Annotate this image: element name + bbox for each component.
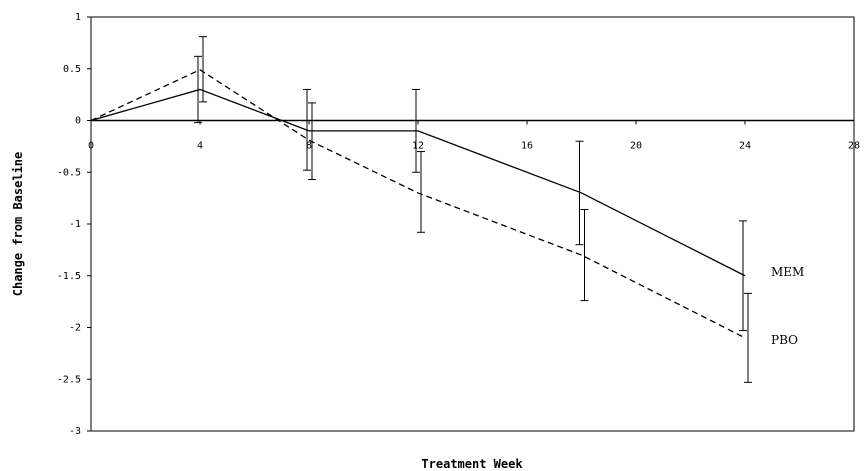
error-bar-pbo bbox=[199, 36, 207, 103]
y-tick-label: -0.5 bbox=[57, 167, 81, 178]
x-tick-label: 8 bbox=[306, 141, 312, 152]
y-tick-label: -1 bbox=[69, 219, 81, 230]
y-tick-label: 0.5 bbox=[63, 64, 81, 75]
x-tick-label: 12 bbox=[412, 141, 424, 152]
y-tick-label: 1 bbox=[75, 12, 81, 23]
error-bar-pbo bbox=[744, 292, 752, 383]
series-label-mem: MEM bbox=[771, 265, 804, 279]
series-line-pbo bbox=[90, 69, 746, 339]
x-tick-label: 28 bbox=[848, 141, 860, 152]
series-label-pbo: PBO bbox=[771, 333, 798, 347]
y-tick-label: 0 bbox=[75, 116, 81, 127]
x-axis-title: Treatment Week bbox=[421, 457, 523, 471]
x-tick-label: 0 bbox=[88, 141, 94, 152]
error-bar-pbo bbox=[580, 209, 589, 302]
y-axis-title: Change from Baseline bbox=[11, 152, 25, 297]
x-tick-label: 24 bbox=[739, 141, 751, 152]
error-bar-pbo bbox=[308, 102, 316, 180]
y-tick-label: -1.5 bbox=[57, 271, 81, 282]
plot-frame bbox=[90, 16, 855, 432]
error-bar-mem bbox=[739, 220, 747, 332]
error-bar-pbo bbox=[417, 151, 425, 233]
x-tick-label: 20 bbox=[630, 141, 642, 152]
error-bar-mem bbox=[575, 140, 584, 246]
x-tick-label: 16 bbox=[521, 141, 533, 152]
error-bar-mem bbox=[194, 55, 202, 124]
y-tick-label: -3 bbox=[69, 426, 81, 437]
y-tick-label: -2 bbox=[69, 323, 81, 334]
series-line-mem bbox=[90, 88, 746, 277]
error-bar-mem bbox=[303, 88, 311, 171]
error-bar-mem bbox=[412, 88, 420, 173]
x-tick-label: 4 bbox=[197, 141, 203, 152]
y-tick-label: -2.5 bbox=[57, 374, 81, 385]
